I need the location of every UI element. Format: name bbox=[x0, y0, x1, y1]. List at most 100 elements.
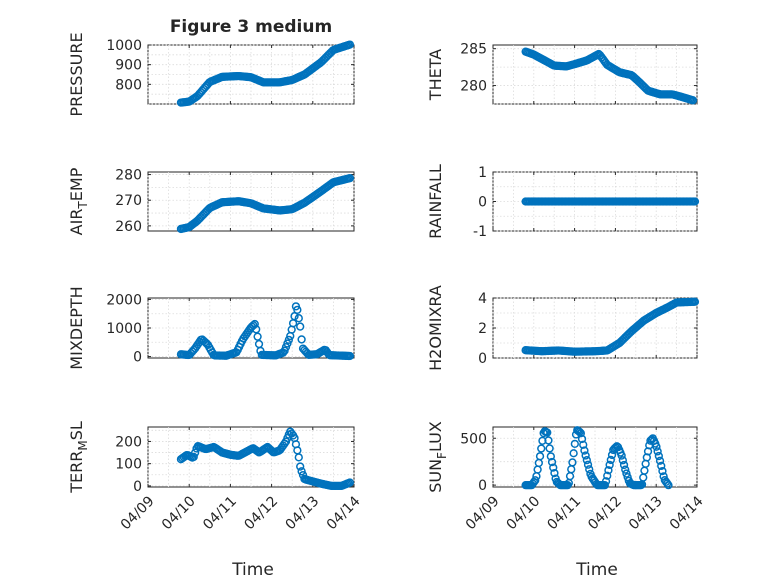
data-point bbox=[658, 466, 667, 476]
y-tick-label: 0 bbox=[133, 350, 142, 366]
data-point bbox=[345, 40, 355, 49]
data-point bbox=[605, 460, 614, 470]
data-point bbox=[576, 429, 585, 438]
data-point bbox=[296, 462, 305, 471]
data-point bbox=[569, 449, 578, 458]
y-tick-label: 2000 bbox=[106, 292, 142, 308]
y-axis-label: PRESSURE bbox=[67, 32, 86, 116]
data-point bbox=[601, 477, 611, 486]
data-point bbox=[545, 444, 554, 453]
data-point bbox=[296, 322, 305, 331]
data-point bbox=[294, 453, 303, 462]
x-tick-label: 04/14 bbox=[324, 493, 364, 533]
data-point bbox=[621, 465, 630, 474]
data-point bbox=[570, 439, 579, 449]
y-axis-label: SUNFLUX bbox=[426, 421, 449, 493]
subplot-airtemp: 260 270 280 AIRTEMP bbox=[67, 167, 355, 235]
data-point bbox=[581, 451, 590, 460]
data-point bbox=[189, 452, 198, 462]
y-axis-label: RAINFALL bbox=[426, 164, 445, 239]
y-tick-label: 270 bbox=[115, 193, 142, 209]
subplot-h2omixra: 0 2 4 H2OMIXRA bbox=[426, 285, 700, 371]
data-point bbox=[583, 460, 593, 469]
y-tick-label: 0 bbox=[133, 479, 142, 495]
data-point bbox=[544, 436, 553, 445]
data-point bbox=[547, 457, 557, 467]
data-point bbox=[297, 335, 306, 344]
data-point bbox=[284, 335, 293, 345]
data-point bbox=[293, 305, 302, 314]
y-axis-label: THETA bbox=[426, 49, 445, 101]
x-tick-label: 04/12 bbox=[241, 493, 281, 533]
data-point bbox=[653, 447, 662, 456]
data-point bbox=[297, 467, 306, 476]
data-point bbox=[345, 351, 355, 361]
data-point bbox=[345, 174, 355, 183]
data-point bbox=[568, 458, 577, 467]
data-point bbox=[652, 442, 661, 451]
y-tick-label: 1 bbox=[478, 165, 487, 181]
data-point bbox=[622, 469, 631, 478]
y-tick-label: 260 bbox=[115, 219, 142, 235]
data-point bbox=[690, 297, 700, 306]
data-point bbox=[580, 446, 589, 455]
subplot-rainfall: -1 0 1 RAINFALL bbox=[426, 164, 700, 240]
x-axis-label: Time bbox=[231, 560, 274, 580]
y-tick-label: 0 bbox=[478, 195, 487, 211]
y-tick-label: 280 bbox=[460, 79, 487, 95]
y-axis-label: AIRTEMP bbox=[67, 167, 90, 235]
data-point bbox=[538, 436, 547, 445]
data-point bbox=[345, 478, 355, 487]
data-point bbox=[253, 332, 262, 341]
y-tick-label: 800 bbox=[115, 77, 142, 93]
data-point bbox=[600, 480, 609, 490]
data-point bbox=[531, 476, 540, 485]
data-point bbox=[191, 448, 200, 457]
y-tick-label: 280 bbox=[115, 168, 142, 184]
data-point bbox=[604, 466, 613, 475]
x-tick-label: 04/11 bbox=[544, 493, 584, 533]
data-point bbox=[575, 427, 584, 437]
subplot-sunflux: 0 500 04/09 04/10 04/11 04/12 04/13 04/14 SUNFLU… bbox=[426, 421, 707, 580]
data-point bbox=[654, 451, 663, 461]
y-tick-label: 900 bbox=[115, 58, 142, 74]
data-point bbox=[606, 455, 615, 465]
y-axis-label: MIXDEPTH bbox=[67, 286, 86, 369]
y-tick-label: 0 bbox=[478, 351, 487, 367]
y-tick-label: 200 bbox=[115, 434, 142, 450]
data-point bbox=[617, 451, 626, 460]
data-point bbox=[549, 463, 558, 472]
data-point bbox=[657, 461, 666, 471]
data-point bbox=[619, 460, 629, 470]
data-point bbox=[252, 325, 261, 334]
data-point bbox=[253, 447, 262, 456]
data-point bbox=[535, 452, 545, 461]
y-tick-label: 1000 bbox=[106, 38, 142, 54]
data-point bbox=[579, 440, 588, 449]
y-axis-label: H2OMIXRA bbox=[426, 285, 445, 371]
x-tick-label: 04/13 bbox=[626, 493, 666, 533]
y-axis-label: TERRMSL bbox=[67, 421, 90, 494]
x-tick-label: 04/12 bbox=[585, 493, 625, 533]
data-point bbox=[603, 471, 612, 480]
y-tick-label: -1 bbox=[473, 224, 487, 240]
y-tick-label: 100 bbox=[115, 457, 142, 473]
data-point bbox=[663, 479, 672, 488]
data-point bbox=[618, 456, 627, 465]
x-tick-label: 04/10 bbox=[159, 493, 199, 533]
y-tick-label: 4 bbox=[478, 291, 487, 307]
chart-title: Figure 3 medium bbox=[170, 17, 332, 37]
subplot-pressure: 800 900 1000 PRESSURE Figure 3 medium bbox=[67, 17, 355, 117]
data-point bbox=[250, 319, 259, 329]
subplot-terrmsl: 0 100 200 04/09 04/10 04/11 04/12 04/13 04/14 TER… bbox=[67, 421, 364, 580]
x-tick-label: 04/09 bbox=[118, 493, 158, 533]
data-point bbox=[550, 468, 559, 478]
data-point bbox=[690, 197, 700, 206]
data-point bbox=[655, 456, 665, 465]
data-point bbox=[546, 452, 555, 461]
data-point bbox=[543, 428, 552, 437]
x-axis-label: Time bbox=[575, 560, 618, 580]
y-tick-label: 0 bbox=[478, 478, 487, 494]
data-point bbox=[537, 444, 546, 453]
